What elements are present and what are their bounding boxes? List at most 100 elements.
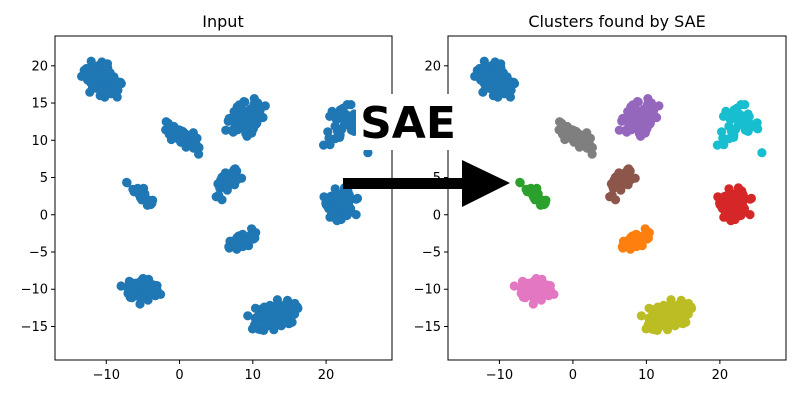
scatter-point <box>738 120 748 131</box>
x-tick-label: 0 <box>175 368 183 383</box>
scatter-point <box>325 111 335 121</box>
scatter-point <box>194 149 204 159</box>
scatter-point <box>363 148 373 158</box>
scatter-point <box>636 311 647 321</box>
y-tick-label: −10 <box>21 283 48 298</box>
scatter-point <box>224 243 234 253</box>
scatter-point <box>145 282 155 292</box>
scatter-point <box>242 115 253 125</box>
scatter-point <box>86 72 96 82</box>
scatter-point <box>352 193 363 203</box>
scatter-point <box>643 233 654 243</box>
scatter-point <box>335 132 345 142</box>
x-tick-label: 10 <box>638 368 655 383</box>
y-tick-label: −5 <box>29 246 48 261</box>
scatter-point <box>97 57 107 67</box>
input-y-axis: −15 −10 −5 0 5 10 15 20 <box>21 59 55 335</box>
x-tick-label: −10 <box>93 368 120 383</box>
arrow-shaft <box>343 178 465 189</box>
y-tick-label: 0 <box>40 208 48 223</box>
y-tick-label: 0 <box>433 208 441 223</box>
scatter-point <box>85 63 95 73</box>
scatter-point <box>221 125 231 135</box>
scatter-point <box>321 198 331 208</box>
scatter-point <box>290 298 300 309</box>
scatter-point <box>509 281 519 291</box>
scatter-point <box>135 299 145 309</box>
scatter-point <box>217 195 227 205</box>
scatter-point <box>230 123 240 133</box>
scatter-point <box>247 224 257 234</box>
scatter-point <box>746 193 757 203</box>
scatter-point <box>332 198 342 208</box>
scatter-point <box>712 140 723 150</box>
scatter-point <box>479 72 489 82</box>
scatter-point <box>644 119 654 130</box>
scatter-point <box>537 274 547 284</box>
y-tick-label: 15 <box>31 97 48 112</box>
sae-overlay: SAE <box>343 94 510 207</box>
scatter-point <box>261 305 271 315</box>
arrow-head <box>462 160 510 207</box>
y-tick-label: 20 <box>31 59 48 74</box>
scatter-point <box>332 189 342 199</box>
scatter-point <box>134 185 144 195</box>
x-tick-label: 20 <box>712 368 729 383</box>
scatter-point <box>626 235 636 245</box>
input-title: Input <box>202 12 243 31</box>
scatter-point <box>532 282 542 292</box>
scatter-point <box>654 101 664 111</box>
scatter-point <box>484 80 494 90</box>
sae-label-background <box>356 94 460 150</box>
scatter-point <box>539 282 549 292</box>
scatter-point <box>95 70 105 80</box>
scatter-point <box>490 57 500 67</box>
scatter-point <box>144 274 154 284</box>
input-panel: Input −10 0 10 20 −15 −10 −5 0 5 10 15 20 <box>21 12 393 383</box>
scatter-point <box>281 298 291 308</box>
scatter-point <box>323 127 333 137</box>
scatter-point <box>351 210 361 220</box>
scatter-point <box>745 210 755 220</box>
scatter-point <box>735 211 745 221</box>
scatter-point <box>610 195 621 205</box>
scatter-point <box>560 134 570 145</box>
y-tick-label: 20 <box>424 59 441 74</box>
scatter-point <box>726 216 736 226</box>
scatter-point <box>282 312 292 322</box>
scatter-point <box>479 56 489 66</box>
scatter-point <box>250 303 261 313</box>
scatter-point <box>675 298 685 308</box>
scatter-point <box>735 202 745 212</box>
scatter-point <box>253 311 263 321</box>
scatter-point <box>717 127 727 137</box>
scatter-point <box>498 88 508 98</box>
scatter-point <box>112 92 122 102</box>
scatter-point <box>161 117 171 127</box>
scatter-point <box>644 303 654 313</box>
scatter-point <box>718 111 729 121</box>
scatter-point <box>582 143 592 153</box>
clusters-x-axis: −10 0 10 20 <box>486 360 728 383</box>
scatter-point <box>122 177 132 187</box>
scatter-point <box>341 202 351 212</box>
scatter-point <box>618 243 628 253</box>
scatter-point <box>166 134 176 145</box>
scatter-point <box>614 125 624 135</box>
scatter-point <box>264 318 275 328</box>
scatter-point <box>684 298 694 309</box>
scatter-point <box>757 148 767 158</box>
scatter-point <box>497 69 507 79</box>
y-tick-label: −15 <box>414 320 441 335</box>
scatter-point <box>636 115 646 125</box>
scatter-point <box>234 100 244 110</box>
scatter-point <box>489 86 499 96</box>
scatter-point <box>223 177 233 187</box>
scatter-point <box>655 305 665 315</box>
scatter-point <box>272 312 282 322</box>
scatter-point <box>735 109 745 119</box>
scatter-point <box>250 233 260 243</box>
scatter-point <box>623 123 633 133</box>
